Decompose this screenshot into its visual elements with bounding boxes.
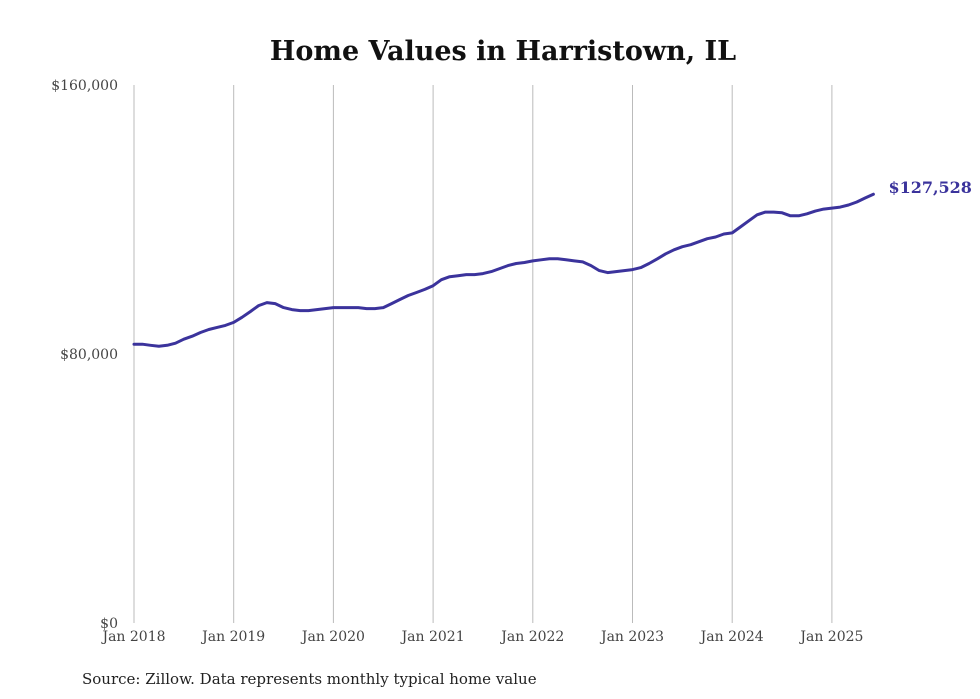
y-tick-label: $160,000 [51, 78, 118, 94]
x-tick-label: Jan 2018 [100, 629, 165, 645]
x-tick-label: Jan 2020 [300, 629, 365, 645]
gridlines [133, 85, 833, 623]
y-tick-label: $0 [100, 616, 118, 632]
x-tick-label: Jan 2025 [798, 629, 863, 645]
y-axis: $0 $80,000 $160,000 [51, 78, 118, 632]
source-note: Source: Zillow. Data represents monthly … [82, 670, 537, 688]
x-axis: Jan 2018 Jan 2019 Jan 2020 Jan 2021 Jan 2022… [100, 629, 863, 645]
x-tick-label: Jan 2024 [699, 629, 764, 645]
y-tick-label: $80,000 [60, 347, 118, 363]
x-tick-label: Jan 2023 [599, 629, 664, 645]
x-tick-label: Jan 2022 [499, 629, 564, 645]
x-tick-label: Jan 2019 [200, 629, 265, 645]
chart-title: Home Values in Harristown, IL [270, 36, 736, 67]
end-value-label: $127,528 [888, 178, 972, 197]
x-tick-label: Jan 2021 [400, 629, 465, 645]
series-line [132, 192, 875, 348]
